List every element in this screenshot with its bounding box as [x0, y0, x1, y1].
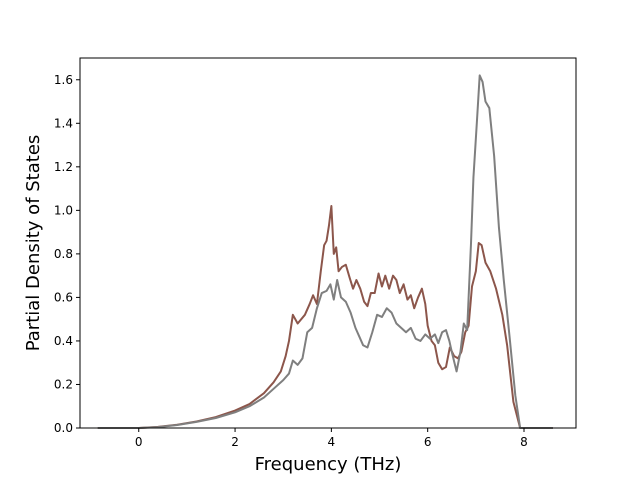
- y-tick-label: 1.2: [54, 160, 73, 174]
- x-tick-label: 6: [424, 435, 432, 449]
- y-tick-label: 1.6: [54, 73, 73, 87]
- x-tick-label: 4: [328, 435, 336, 449]
- y-tick-label: 0.8: [54, 247, 73, 261]
- series-layer: [97, 74, 553, 429]
- y-tick-label: 0.4: [54, 334, 73, 348]
- y-axis-title: Partial Density of States: [23, 135, 44, 352]
- plot-background: [80, 58, 576, 428]
- series-line-2: [97, 74, 553, 429]
- ticks-layer: 0 2 4 6 8 0.0 0.2 0.4 0.6 0.8 1.0 1.2 1.4 1.6: [54, 73, 528, 449]
- x-tick-label: 8: [520, 435, 528, 449]
- plot-frame: [79, 57, 577, 429]
- x-tick-label: 0: [135, 435, 143, 449]
- y-tick-label: 1.4: [54, 116, 73, 130]
- y-tick-label: 0.6: [54, 290, 73, 304]
- y-tick-label: 0.0: [54, 421, 73, 435]
- x-axis-title: Frequency (THz): [255, 454, 402, 475]
- y-tick-label: 1.0: [54, 203, 73, 217]
- y-tick-label: 0.2: [54, 377, 73, 391]
- x-tick-label: 2: [231, 435, 239, 449]
